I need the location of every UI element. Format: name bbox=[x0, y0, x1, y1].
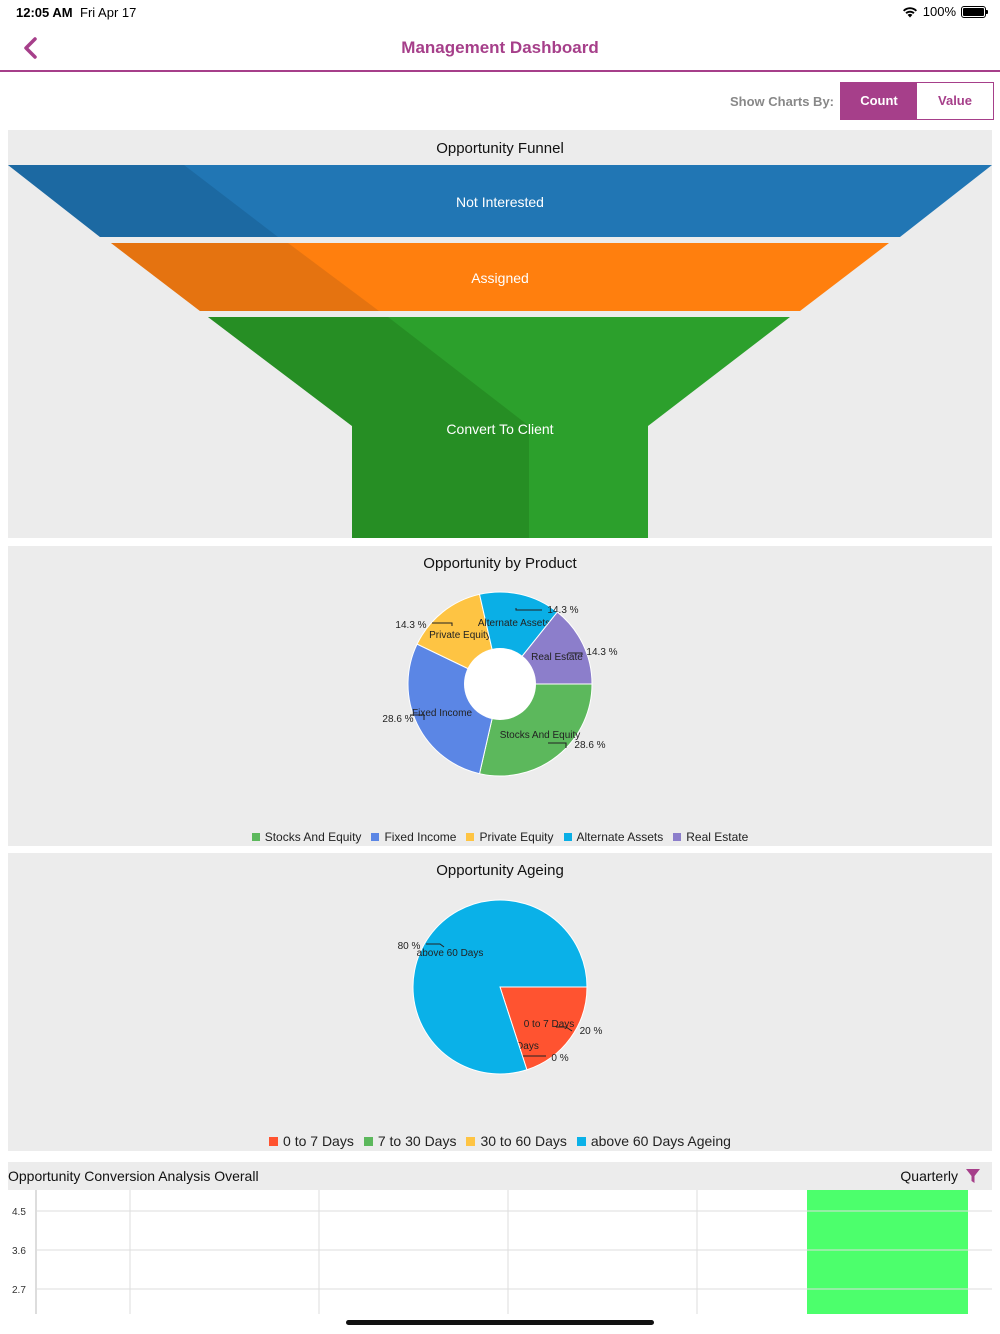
slice-label: above 60 Days bbox=[417, 948, 484, 959]
legend-label: Stocks And Equity bbox=[264, 830, 362, 844]
conversion-title: Opportunity Conversion Analysis Overall bbox=[8, 1168, 259, 1184]
leader-line bbox=[426, 943, 445, 948]
product-panel: Opportunity by Product Stocks And Equity… bbox=[8, 546, 992, 846]
filter-icon[interactable] bbox=[964, 1167, 982, 1185]
slice-percent-label: 20 % bbox=[580, 1026, 603, 1037]
slice-label: Stocks And Equity bbox=[500, 730, 581, 741]
slice-label: Fixed Income bbox=[412, 708, 472, 719]
ageing-panel: Opportunity Ageing 0 to 7 Days 20 % 30 to … bbox=[8, 853, 992, 1151]
slice-percent-label: 80 % bbox=[398, 941, 421, 952]
funnel-label: Assigned bbox=[471, 270, 529, 286]
slice-percent-label: 28.6 % bbox=[382, 714, 413, 725]
legend-item[interactable]: Alternate Assets bbox=[563, 830, 664, 844]
slice-label: Real Estate bbox=[531, 652, 583, 663]
funnel-label: Convert To Client bbox=[446, 421, 553, 437]
value-button[interactable]: Value bbox=[917, 83, 993, 119]
funnel-panel: Opportunity Funnel Not Interested Assign… bbox=[8, 130, 992, 538]
pie-slice[interactable] bbox=[499, 986, 588, 1071]
chevron-left-icon[interactable] bbox=[18, 34, 46, 62]
slice-percent-label: 0 % bbox=[551, 1053, 568, 1064]
slice-label: Alternate Assets bbox=[478, 618, 550, 629]
segmented-control: Count Value bbox=[840, 82, 994, 120]
slice-percent-label: 28.6 % bbox=[574, 740, 605, 751]
slice-percent-label: 14.3 % bbox=[547, 605, 578, 616]
legend-label: Fixed Income bbox=[384, 830, 457, 844]
legend-item[interactable]: 7 to 30 Days bbox=[363, 1133, 457, 1149]
slice-label: 0 to 7 Days bbox=[524, 1019, 575, 1030]
pie-slice[interactable] bbox=[412, 899, 588, 1075]
legend-item[interactable]: Fixed Income bbox=[371, 830, 456, 844]
wifi-icon bbox=[902, 6, 917, 17]
ageing-title: Opportunity Ageing bbox=[436, 862, 564, 879]
status-indicators: 100% bbox=[902, 4, 988, 19]
home-indicator bbox=[346, 1320, 654, 1325]
donut-hole bbox=[464, 648, 536, 720]
status-time: 12:05 AM bbox=[16, 5, 73, 20]
slice-percent-label: 14.3 % bbox=[586, 647, 617, 658]
funnel-stage-assigned[interactable]: Assigned bbox=[111, 243, 889, 311]
legend-label: 30 to 60 Days bbox=[480, 1133, 567, 1149]
count-button[interactable]: Count bbox=[841, 83, 917, 119]
leader-line bbox=[432, 622, 453, 626]
legend-item[interactable]: Private Equity bbox=[466, 830, 554, 844]
nav-bar: Management Dashboard bbox=[0, 24, 1000, 72]
funnel-stage-convert-to-client[interactable]: Convert To Client bbox=[208, 317, 790, 538]
leader-line bbox=[568, 652, 583, 655]
status-date: Fri Apr 17 bbox=[80, 5, 137, 20]
legend-item[interactable]: Stocks And Equity bbox=[251, 830, 362, 844]
funnel-chart: Not Interested Assigned Convert To Clien… bbox=[8, 165, 992, 538]
legend-label: Real Estate bbox=[686, 830, 749, 844]
leader-line bbox=[515, 608, 542, 611]
conversion-header: Opportunity Conversion Analysis Overall … bbox=[8, 1162, 992, 1190]
legend-label: Alternate Assets bbox=[576, 830, 664, 844]
product-title: Opportunity by Product bbox=[423, 555, 577, 572]
page-title: Management Dashboard bbox=[401, 38, 599, 57]
funnel-title: Opportunity Funnel bbox=[436, 140, 564, 157]
y-tick-label: 4.5 bbox=[12, 1207, 26, 1218]
y-tick-label: 2.7 bbox=[12, 1285, 26, 1296]
leader-line bbox=[548, 742, 567, 748]
battery-percent: 100% bbox=[922, 4, 956, 19]
y-tick-label: 3.6 bbox=[12, 1246, 26, 1257]
leader-line bbox=[556, 1026, 573, 1032]
conversion-chart: 4.5 3.6 2.7 bbox=[8, 1190, 992, 1314]
legend-item[interactable]: 0 to 7 Days bbox=[269, 1133, 354, 1149]
show-charts-label: Show Charts By: bbox=[729, 93, 834, 109]
slice-percent-label: 14.3 % bbox=[395, 620, 426, 631]
legend-label: 7 to 30 Days bbox=[377, 1133, 457, 1149]
ageing-legend: 0 to 7 Days 7 to 30 Days 30 to 60 Days a… bbox=[8, 1133, 992, 1149]
legend-label: above 60 Days Ageing bbox=[590, 1133, 731, 1149]
status-bar: 12:05 AM Fri Apr 17 100% bbox=[0, 0, 1000, 24]
product-legend: Stocks And Equity Fixed Income Private E… bbox=[8, 830, 992, 844]
battery-icon bbox=[961, 5, 988, 18]
legend-item[interactable]: 30 to 60 Days bbox=[466, 1133, 567, 1149]
funnel-stage-not-interested[interactable]: Not Interested bbox=[8, 165, 992, 237]
chart-bar[interactable] bbox=[807, 1190, 968, 1314]
period-selector[interactable]: Quarterly bbox=[900, 1168, 958, 1184]
funnel-label: Not Interested bbox=[456, 194, 544, 210]
slice-label: Private Equity bbox=[429, 630, 491, 641]
legend-label: 0 to 7 Days bbox=[283, 1133, 354, 1149]
chart-mode-toggle: Show Charts By: Count Value bbox=[730, 82, 994, 120]
legend-label: Private Equity bbox=[479, 830, 554, 844]
legend-item[interactable]: Real Estate bbox=[673, 830, 748, 844]
legend-item[interactable]: above 60 Days Ageing bbox=[576, 1133, 731, 1149]
leader-line bbox=[410, 714, 425, 720]
